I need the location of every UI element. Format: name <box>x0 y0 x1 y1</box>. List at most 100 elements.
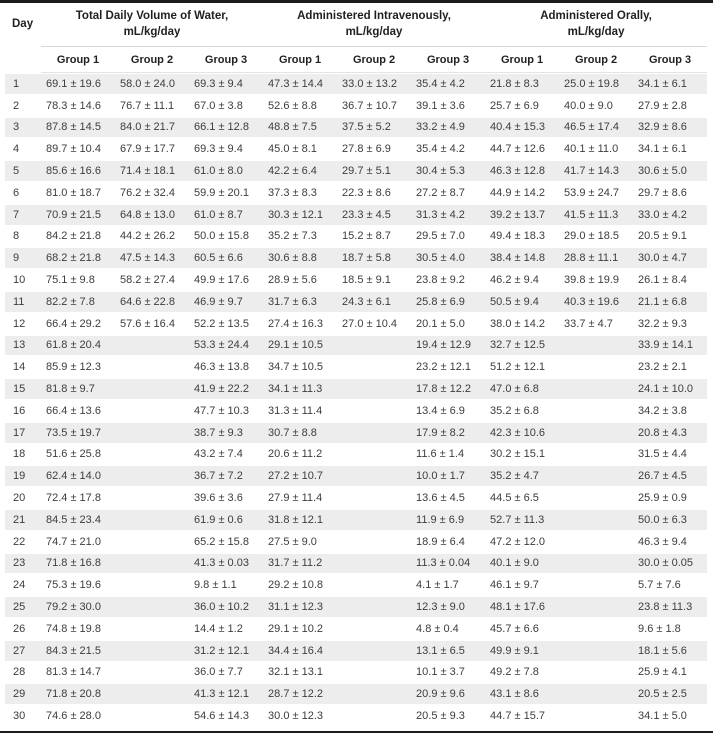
value-cell: 50.0 ± 6.3 <box>633 508 708 531</box>
value-cell: 69.3 ± 9.4 <box>194 143 243 156</box>
value-cell <box>337 356 411 378</box>
value-cell: 65.2 ± 15.8 <box>194 535 249 548</box>
section-header-total-volume: Total Daily Volume of Water, mL/kg/day <box>41 3 264 47</box>
value-cell: 89.7 ± 10.4 <box>46 143 101 156</box>
value-cell: 34.4 ± 16.4 <box>263 639 338 662</box>
value-cell: 47.3 ± 14.4 <box>263 73 338 95</box>
table-body: 1 69.1 ± 19.6 58.0 ± 24.0 69.3 ± 9.4 47.3 ± … <box>5 73 708 727</box>
group-header: Group 2 <box>115 47 189 73</box>
value-cell: 43.2 ± 7.4 <box>194 448 243 461</box>
day-cell: 2 <box>13 99 20 112</box>
table-header: Day Total Daily Volume of Water, mL/kg/d… <box>5 3 708 73</box>
value-cell: 27.0 ± 10.4 <box>342 317 397 330</box>
value-cell: 62.4 ± 14.0 <box>41 465 115 488</box>
value-cell <box>559 444 633 466</box>
value-cell: 31.5 ± 4.4 <box>638 448 687 461</box>
day-cell: 4 <box>13 143 20 156</box>
value-cell: 20.5 ± 9.1 <box>638 230 687 243</box>
value-cell: 31.2 ± 12.1 <box>189 639 264 662</box>
value-cell: 34.1 ± 5.0 <box>638 710 687 722</box>
value-cell <box>337 334 412 357</box>
table-row: 26 74.8 ± 19.8 14.4 ± 1.2 29.1 ± 10.2 4.8 ± … <box>5 618 707 640</box>
value-cell: 41.7 ± 14.3 <box>559 160 634 182</box>
value-cell: 41.9 ± 22.2 <box>189 378 264 400</box>
value-cell <box>559 618 633 640</box>
value-cell: 17.8 ± 12.2 <box>411 378 486 400</box>
value-cell: 20.8 ± 4.3 <box>633 421 708 444</box>
value-cell: 84.5 ± 23.4 <box>41 508 115 531</box>
value-cell: 69.3 ± 9.4 <box>189 73 264 95</box>
value-cell <box>115 618 189 640</box>
value-cell: 57.6 ± 16.4 <box>120 317 175 330</box>
value-cell: 25.7 ± 6.9 <box>490 99 539 112</box>
value-cell: 36.7 ± 7.2 <box>189 465 264 488</box>
value-cell: 29.1 ± 10.5 <box>263 334 338 357</box>
value-cell: 31.3 ± 11.4 <box>268 404 323 417</box>
value-cell: 48.1 ± 17.6 <box>485 596 560 618</box>
value-cell <box>115 356 189 378</box>
value-cell: 21.8 ± 8.3 <box>485 73 560 95</box>
day-cell: 5 <box>5 160 41 182</box>
day-cell: 1 <box>5 73 41 95</box>
value-cell: 21.1 ± 6.8 <box>633 290 708 313</box>
value-cell: 27.8 ± 6.9 <box>342 143 391 156</box>
value-cell: 18.1 ± 5.6 <box>633 639 708 662</box>
value-cell: 30.2 ± 15.1 <box>490 448 545 461</box>
value-cell: 46.2 ± 9.4 <box>490 274 539 287</box>
value-cell <box>115 508 189 531</box>
value-cell: 41.5 ± 11.3 <box>559 203 634 226</box>
value-cell: 33.0 ± 4.2 <box>633 203 708 226</box>
group-header: Group 3 <box>633 47 708 73</box>
value-cell: 47.2 ± 12.0 <box>490 535 545 548</box>
value-cell: 52.7 ± 11.3 <box>485 508 560 531</box>
value-cell <box>559 400 633 422</box>
value-cell: 37.5 ± 5.2 <box>337 116 412 139</box>
value-cell: 27.9 ± 2.8 <box>638 99 687 112</box>
value-cell: 39.6 ± 3.6 <box>194 492 243 505</box>
value-cell: 20.6 ± 11.2 <box>268 448 323 461</box>
day-cell: 21 <box>5 508 41 531</box>
value-cell: 35.2 ± 4.7 <box>485 465 560 488</box>
value-cell: 31.3 ± 4.2 <box>411 203 486 226</box>
value-cell: 10.1 ± 3.7 <box>416 666 465 679</box>
value-cell: 40.3 ± 19.6 <box>559 290 634 313</box>
day-cell: 13 <box>5 334 41 357</box>
value-cell: 74.8 ± 19.8 <box>46 622 101 635</box>
day-cell: 8 <box>13 230 20 243</box>
value-cell: 69.1 ± 19.6 <box>41 73 115 95</box>
value-cell: 30.5 ± 4.0 <box>411 247 486 270</box>
value-cell: 41.3 ± 0.03 <box>189 552 264 575</box>
value-cell <box>337 487 411 509</box>
value-cell: 44.7 ± 12.6 <box>490 143 545 156</box>
value-cell <box>559 639 634 662</box>
value-cell: 52.6 ± 8.8 <box>268 99 317 112</box>
value-cell: 40.0 ± 9.0 <box>564 99 613 112</box>
value-cell <box>337 683 412 706</box>
value-cell: 30.0 ± 12.3 <box>268 710 323 722</box>
value-cell: 36.0 ± 7.7 <box>194 666 243 679</box>
value-cell: 24.3 ± 6.1 <box>337 290 412 313</box>
value-cell: 20.9 ± 9.6 <box>411 683 486 706</box>
table-row: 27 84.3 ± 21.5 31.2 ± 12.1 34.4 ± 16.4 13.1 … <box>5 639 708 662</box>
value-cell <box>115 465 189 488</box>
value-cell: 34.7 ± 10.5 <box>268 361 323 374</box>
table-row: 2 78.3 ± 14.6 76.7 ± 11.1 67.0 ± 3.8 52.6 ± … <box>5 95 707 117</box>
value-cell: 38.0 ± 14.2 <box>490 317 545 330</box>
value-cell: 40.4 ± 15.3 <box>485 116 560 139</box>
value-cell <box>337 378 412 400</box>
value-cell <box>337 574 411 596</box>
value-cell <box>559 705 633 727</box>
value-cell: 75.1 ± 9.8 <box>46 274 95 287</box>
day-cell: 7 <box>5 203 41 226</box>
value-cell: 24.1 ± 10.0 <box>633 378 708 400</box>
day-cell: 17 <box>5 421 41 444</box>
table-row: 8 84.2 ± 21.8 44.2 ± 26.2 50.0 ± 15.8 35.2 ±… <box>5 226 707 248</box>
value-cell: 33.7 ± 4.7 <box>564 317 613 330</box>
value-cell: 19.4 ± 12.9 <box>411 334 486 357</box>
value-cell: 32.9 ± 8.6 <box>633 116 708 139</box>
value-cell: 26.1 ± 8.4 <box>638 274 687 287</box>
table-row: 21 84.5 ± 23.4 61.9 ± 0.6 31.8 ± 12.1 11.9 ±… <box>5 508 708 531</box>
value-cell: 27.9 ± 11.4 <box>268 492 323 505</box>
value-cell: 30.3 ± 12.1 <box>263 203 338 226</box>
